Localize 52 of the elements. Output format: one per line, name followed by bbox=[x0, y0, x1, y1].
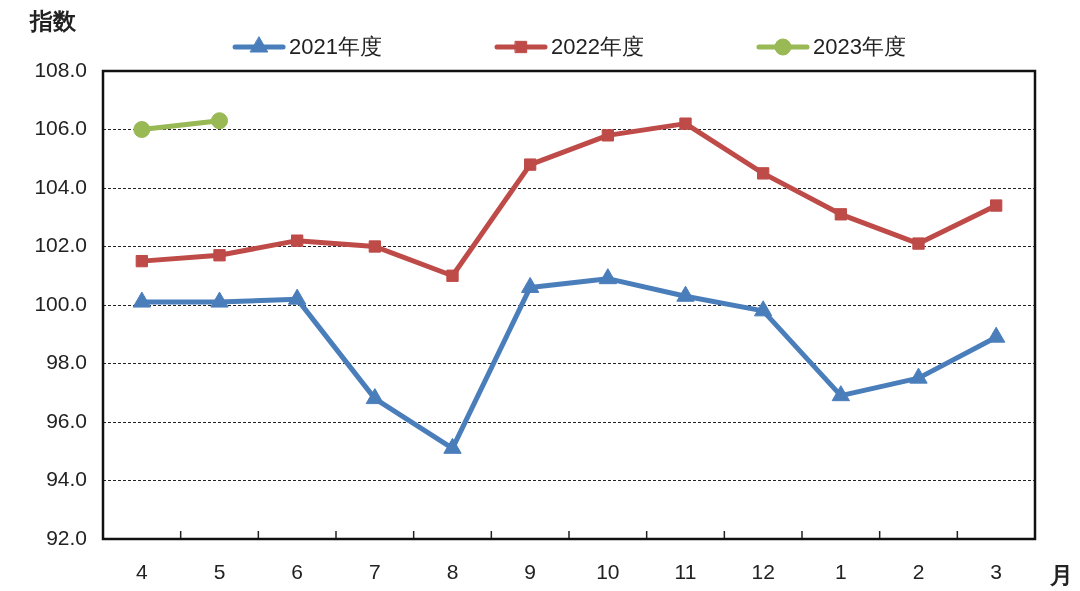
point bbox=[132, 291, 151, 308]
y-tick-label: 104.0 bbox=[34, 174, 87, 198]
y-tick-label: 106.0 bbox=[34, 116, 87, 140]
point bbox=[831, 385, 850, 402]
point bbox=[754, 300, 773, 317]
y-tick-label: 108.0 bbox=[34, 57, 87, 81]
legend-label: 2023年度 bbox=[812, 34, 906, 60]
point bbox=[211, 112, 228, 130]
point bbox=[291, 234, 304, 247]
point bbox=[601, 129, 614, 142]
x-tick-label: 6 bbox=[291, 560, 304, 584]
y-tick-label: 98.0 bbox=[46, 350, 87, 374]
point bbox=[368, 240, 381, 253]
y-tick-label: 92.0 bbox=[46, 525, 87, 549]
x-tick-label: 5 bbox=[213, 560, 226, 584]
point bbox=[133, 121, 151, 138]
point bbox=[987, 326, 1006, 343]
x-axis-title: 月 bbox=[1048, 562, 1073, 589]
point bbox=[598, 268, 617, 285]
point bbox=[909, 367, 928, 384]
point bbox=[443, 437, 462, 454]
point bbox=[210, 291, 229, 308]
point bbox=[757, 167, 770, 180]
y-tick-label: 102.0 bbox=[34, 233, 87, 257]
point bbox=[213, 249, 226, 262]
x-tick-label: 9 bbox=[524, 560, 537, 584]
point bbox=[524, 158, 537, 171]
y-tick-label: 94.0 bbox=[46, 467, 87, 491]
legend-label: 2021年度 bbox=[289, 34, 383, 60]
x-tick-label: 12 bbox=[751, 560, 775, 584]
x-tick-label: 2 bbox=[912, 560, 925, 584]
x-tick-label: 7 bbox=[368, 560, 381, 584]
x-tick-label: 3 bbox=[990, 560, 1003, 584]
point bbox=[679, 117, 692, 130]
x-tick-label: 1 bbox=[834, 560, 847, 584]
x-tick-label: 10 bbox=[596, 560, 620, 584]
y-axis-title: 指数 bbox=[29, 8, 77, 35]
legend-label: 2022年度 bbox=[551, 34, 644, 60]
x-tick-label: 4 bbox=[135, 560, 148, 584]
point bbox=[365, 388, 384, 405]
point bbox=[288, 288, 307, 305]
point bbox=[446, 269, 459, 282]
y-tick-label: 96.0 bbox=[46, 408, 87, 432]
y-tick-label: 100.0 bbox=[34, 291, 87, 315]
point bbox=[912, 237, 925, 250]
point bbox=[834, 208, 847, 221]
point bbox=[135, 254, 148, 268]
x-tick-label: 8 bbox=[446, 560, 459, 584]
point bbox=[990, 199, 1003, 212]
point bbox=[521, 276, 540, 293]
point bbox=[676, 285, 695, 302]
x-tick-label: 11 bbox=[674, 560, 697, 584]
